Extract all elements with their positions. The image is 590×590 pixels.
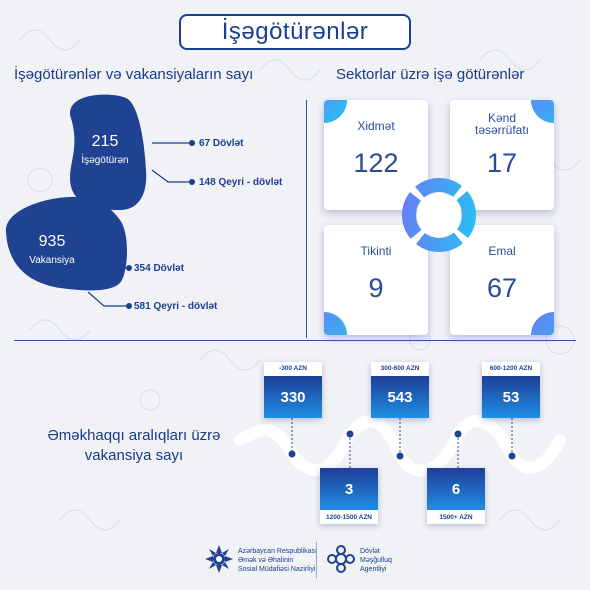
vacancies-nonstate: 581 Qeyri - dövlət: [134, 301, 218, 312]
employers-total: 215: [91, 133, 119, 150]
employers-label: İşəgötürən: [81, 155, 129, 166]
sectors-section-title: Sektorlar üzrə işə götürənlər: [336, 66, 525, 83]
sector-card-agriculture: Kənd təsərrüfatı 17: [450, 100, 554, 210]
salary-value: 543: [371, 376, 429, 418]
vacancies-total-badge: 935 Vakansiya: [14, 233, 90, 266]
vacancies-state: 354 Dövlət: [134, 263, 185, 274]
footer-divider: [316, 542, 317, 578]
salary-timeline: [234, 415, 566, 477]
salary-range: 1200-1500 AZN: [325, 514, 372, 521]
salary-range: 600-1200 AZN: [489, 365, 533, 372]
employers-nonstate: 148 Qeyri - dövlət: [199, 177, 283, 188]
agency-name: Dövlət Məşğulluq Agentliyi: [360, 548, 392, 573]
employers-blob: [69, 94, 147, 210]
sector-value: 122: [353, 148, 399, 178]
sector-value: 67: [486, 273, 518, 303]
salary-card: -300 AZN 330: [264, 362, 322, 418]
sector-card-service: Xidmət 122: [324, 100, 428, 210]
employers-total-badge: 215 İşəgötürən: [72, 133, 138, 166]
card-corner-decoration: [531, 312, 554, 335]
sector-name: Kənd təsərrüfatı: [474, 111, 530, 137]
sector-value: 17: [486, 148, 518, 178]
horizontal-divider: [14, 340, 576, 341]
salary-value: 53: [482, 376, 540, 418]
employers-state: 67 Dövlət: [199, 138, 244, 149]
salary-range: 1500+ AZN: [439, 514, 473, 521]
salary-value: 3: [320, 468, 378, 510]
vacancies-label: Vakansiya: [29, 255, 75, 266]
salary-card: 600-1200 AZN 53: [482, 362, 540, 418]
salary-value: 330: [264, 376, 322, 418]
card-corner-decoration: [324, 312, 347, 335]
sector-ring-icon: [402, 178, 476, 252]
salary-value: 6: [427, 468, 485, 510]
sector-value: 9: [368, 273, 384, 303]
salary-card: 300-600 AZN 543: [371, 362, 429, 418]
page-title: İşəgötürənlər: [179, 14, 411, 50]
salary-section-title: Əməkhaqqı aralıqları üzrə vakansiya sayı: [47, 427, 221, 464]
sector-card-manufacturing: Emal 67: [450, 225, 554, 335]
vertical-divider: [306, 100, 307, 338]
employers-section-title: İşəgötürənlər və vakansiyaların sayı: [14, 66, 254, 83]
sector-name: Tikinti: [360, 244, 392, 258]
agency-logo-icon: [327, 545, 355, 573]
sector-name: Xidmət: [357, 119, 395, 133]
vacancies-blob: [5, 196, 127, 291]
vacancies-total: 935: [38, 233, 66, 250]
salary-range: -300 AZN: [279, 365, 307, 372]
sector-name: Emal: [488, 244, 516, 258]
ministry-logo-icon: [205, 545, 233, 573]
salary-card: 3 1200-1500 AZN: [320, 468, 378, 524]
salary-card: 6 1500+ AZN: [427, 468, 485, 524]
salary-range: 300-600 AZN: [380, 365, 420, 372]
sector-card-construction: Tikinti 9: [324, 225, 428, 335]
employers-graphic: [5, 94, 195, 309]
ministry-name: Azərbaycan Respublikası Əmək və Əhalinin…: [238, 548, 317, 573]
